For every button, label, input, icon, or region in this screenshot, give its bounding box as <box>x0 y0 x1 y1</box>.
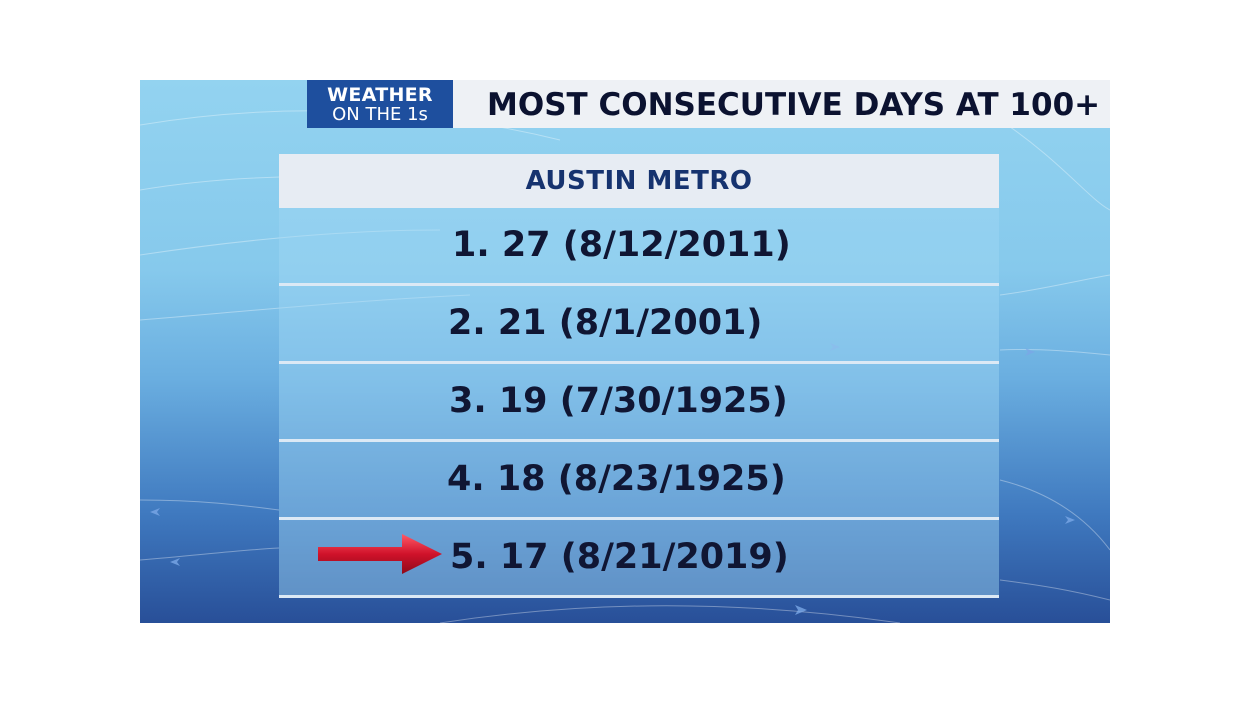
ranking-row-text: 1. 27 (8/12/2011) <box>452 225 791 265</box>
weather-graphic: WEATHER ON THE 1s MOST CONSECUTIVE DAYS … <box>140 80 1110 623</box>
ranking-row-text: 2. 21 (8/1/2001) <box>448 303 763 343</box>
ranking-row-text: 4. 18 (8/23/1925) <box>447 459 786 499</box>
subhead-bar: AUSTIN METRO <box>279 154 999 208</box>
ranking-row: 4. 18 (8/23/1925) <box>279 442 999 520</box>
headline-bar: MOST CONSECUTIVE DAYS AT 100+ <box>453 80 1110 128</box>
ranking-list: 1. 27 (8/12/2011) 2. 21 (8/1/2001) 3. 19… <box>279 208 999 598</box>
weather-on-the-1s-logo: WEATHER ON THE 1s <box>307 80 453 128</box>
logo-line-2: ON THE 1s <box>332 104 428 125</box>
ranking-row-text: 5. 17 (8/21/2019) <box>450 537 789 577</box>
subhead-title: AUSTIN METRO <box>525 166 753 196</box>
logo-line-1: WEATHER <box>327 84 433 106</box>
headline-title: MOST CONSECUTIVE DAYS AT 100+ <box>487 87 1101 123</box>
ranking-row: 2. 21 (8/1/2001) <box>279 286 999 364</box>
ranking-row: 3. 19 (7/30/1925) <box>279 364 999 442</box>
ranking-row-text: 3. 19 (7/30/1925) <box>449 381 788 421</box>
wind-streamlines-background <box>140 110 1110 623</box>
ranking-row: 1. 27 (8/12/2011) <box>279 208 999 286</box>
red-arrow-icon <box>318 534 442 574</box>
